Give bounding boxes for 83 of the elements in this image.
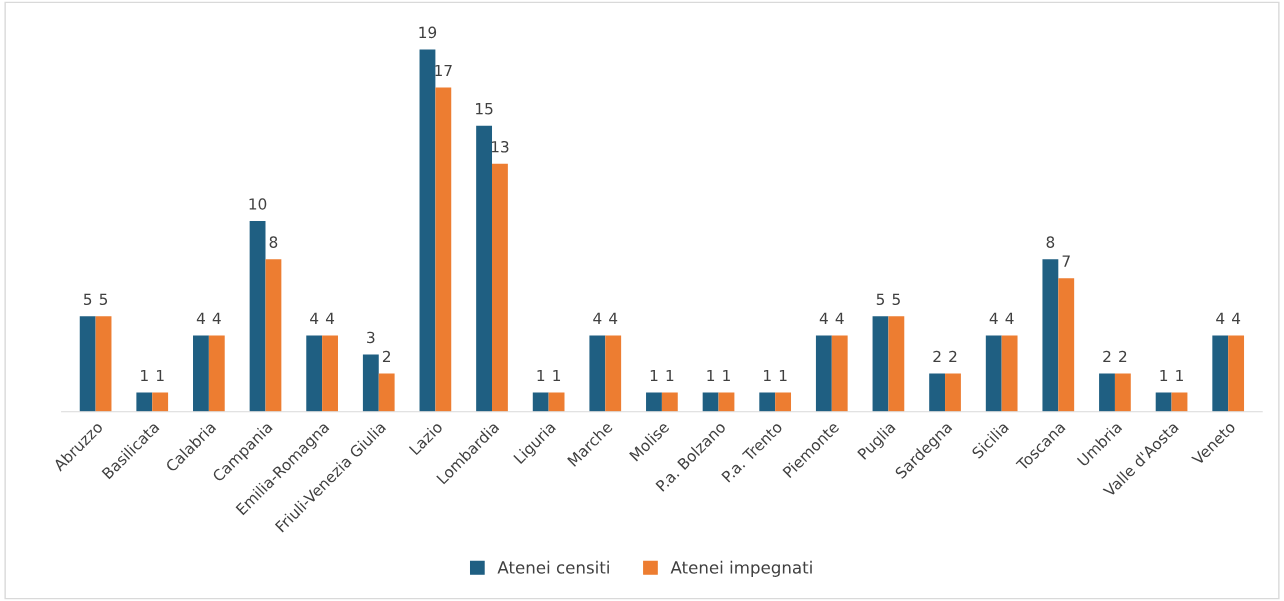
data-label: 1 bbox=[666, 369, 674, 382]
bar bbox=[419, 49, 436, 412]
bar bbox=[1099, 373, 1115, 412]
bar bbox=[492, 163, 508, 412]
legend-label: Atenei censiti bbox=[497, 560, 609, 574]
data-label: 4 bbox=[212, 312, 221, 324]
bar bbox=[605, 335, 622, 412]
bar bbox=[362, 354, 379, 412]
data-label: 1 bbox=[156, 369, 164, 382]
bar bbox=[152, 392, 169, 412]
data-label: 2 bbox=[949, 350, 957, 363]
bar bbox=[759, 392, 776, 412]
bar bbox=[888, 316, 905, 412]
bar bbox=[985, 335, 1002, 412]
data-label: 2 bbox=[933, 350, 941, 363]
data-label: 8 bbox=[1046, 236, 1055, 248]
bar bbox=[435, 87, 452, 412]
bar bbox=[945, 373, 961, 412]
bar bbox=[1114, 373, 1131, 412]
data-label: 15 bbox=[476, 103, 493, 115]
bar bbox=[378, 373, 395, 412]
bar bbox=[249, 221, 266, 412]
data-label: 1 bbox=[537, 369, 545, 382]
data-label: 1 bbox=[723, 369, 730, 382]
bar bbox=[1228, 335, 1245, 412]
bar bbox=[476, 125, 493, 412]
bar bbox=[589, 335, 606, 412]
bar bbox=[322, 335, 338, 412]
data-label: 1 bbox=[553, 369, 561, 382]
bar bbox=[872, 316, 889, 412]
bar bbox=[661, 392, 678, 412]
data-label: 1 bbox=[779, 369, 787, 382]
data-label: 4 bbox=[835, 312, 844, 324]
bar bbox=[79, 316, 96, 412]
data-label: 8 bbox=[269, 236, 278, 248]
bar bbox=[193, 335, 209, 412]
bar bbox=[95, 316, 112, 412]
data-label: 1 bbox=[707, 369, 715, 382]
bar bbox=[1212, 335, 1229, 412]
data-label: 5 bbox=[84, 293, 92, 306]
bar bbox=[306, 335, 323, 412]
bar bbox=[831, 335, 848, 412]
data-label: 1 bbox=[764, 369, 771, 382]
legend-label: Atenei impegnati bbox=[670, 560, 812, 577]
data-label: 1 bbox=[141, 369, 148, 382]
bar bbox=[775, 392, 792, 412]
bar bbox=[1042, 259, 1059, 412]
bar bbox=[815, 335, 832, 412]
data-label: 4 bbox=[593, 312, 602, 324]
data-label: 1 bbox=[1160, 369, 1168, 382]
data-label: 5 bbox=[876, 293, 885, 306]
data-label: 1 bbox=[1176, 369, 1183, 382]
data-label: 4 bbox=[310, 312, 319, 324]
data-label: 4 bbox=[989, 312, 998, 324]
bar bbox=[646, 392, 662, 412]
data-label: 4 bbox=[196, 312, 205, 324]
data-label: 4 bbox=[1005, 312, 1014, 324]
data-label: 5 bbox=[892, 293, 900, 306]
bar bbox=[136, 392, 153, 412]
bar bbox=[532, 392, 549, 412]
data-label: 4 bbox=[609, 312, 618, 324]
data-label: 5 bbox=[99, 293, 108, 306]
data-label: 3 bbox=[367, 331, 375, 344]
data-label: 2 bbox=[1119, 350, 1127, 363]
data-label: 2 bbox=[1103, 350, 1111, 363]
data-label: 4 bbox=[1232, 312, 1241, 324]
data-label: 1 bbox=[650, 369, 658, 382]
bar bbox=[1155, 392, 1172, 412]
data-label: 4 bbox=[325, 312, 335, 324]
data-label: 19 bbox=[419, 26, 437, 39]
data-label: 4 bbox=[819, 312, 828, 324]
data-label: 17 bbox=[435, 64, 452, 77]
bar bbox=[208, 335, 225, 412]
bar bbox=[265, 259, 282, 412]
bar bbox=[702, 392, 719, 412]
data-label: 4 bbox=[1216, 312, 1225, 324]
bar bbox=[1001, 335, 1018, 412]
data-label: 2 bbox=[382, 350, 391, 363]
bar bbox=[1058, 278, 1075, 412]
data-label: 13 bbox=[491, 141, 509, 153]
data-label: 10 bbox=[249, 198, 267, 210]
data-label: 7 bbox=[1062, 255, 1070, 267]
bar bbox=[929, 373, 946, 412]
